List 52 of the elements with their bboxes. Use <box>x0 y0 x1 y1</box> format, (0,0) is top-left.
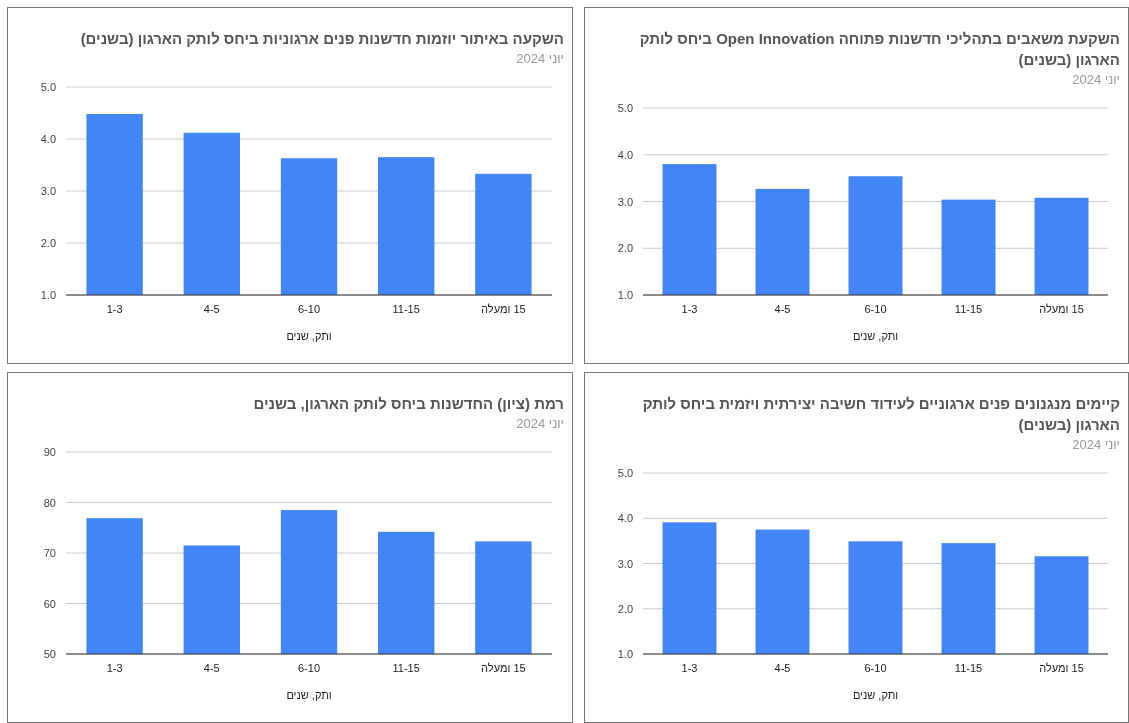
y-tick-label: 2.0 <box>617 602 633 615</box>
chart-title: השקעה באיתור יוזמות חדשנות פנים ארגוניות ביחס לותק הארגון (בשנים) <box>79 29 564 49</box>
y-tick-label: 1.0 <box>617 648 633 660</box>
x-tick-label: 15 ומעלה <box>481 303 526 315</box>
y-tick-label: 90 <box>43 446 56 458</box>
x-tick-label: 1-3 <box>681 662 698 674</box>
y-tick-label: 3.0 <box>617 557 633 570</box>
x-axis-title: ותק, שנים <box>852 689 899 701</box>
x-tick-label: 15 ומעלה <box>1039 662 1084 674</box>
chart-subtitle: יוני 2024 <box>1071 71 1120 89</box>
y-tick-label: 2.0 <box>40 237 56 249</box>
chart-title: השקעת משאבים בתהליכי חדשנות פתוחה Open Innovation ביחס לותק הארגון (בשנים) <box>638 29 1120 70</box>
x-tick-label: 11-15 <box>392 303 420 315</box>
chart-title: רמת (ציון) החדשנות ביחס לותק הארגון, בשנים <box>252 394 564 414</box>
x-tick-label: 11-15 <box>954 303 983 315</box>
x-tick-label: 6-10 <box>297 303 321 315</box>
x-tick-label: 15 ומעלה <box>481 662 526 674</box>
x-tick-label: 6-10 <box>297 662 321 674</box>
y-tick-label: 3.0 <box>617 195 633 208</box>
y-tick-label: 5.0 <box>617 467 633 479</box>
x-tick-label: 6-10 <box>864 662 887 674</box>
y-tick-label: 4.0 <box>40 133 56 145</box>
y-tick-label: 3.0 <box>40 185 56 197</box>
x-tick-label: 4-5 <box>774 303 791 315</box>
x-tick-label: 4-5 <box>203 662 220 674</box>
y-tick-label: 5.0 <box>40 81 56 93</box>
y-tick-label: 50 <box>43 648 56 660</box>
y-tick-label: 4.0 <box>617 148 633 161</box>
y-tick-label: 70 <box>43 547 56 559</box>
x-tick-label: 11-15 <box>392 662 420 674</box>
x-axis-title: ותק, שנים <box>286 689 332 701</box>
chart-subtitle: יוני 2024 <box>1071 436 1120 454</box>
x-tick-label: 1-3 <box>681 303 698 315</box>
x-tick-label: 1-3 <box>106 662 123 674</box>
chart-subtitle: יוני 2024 <box>515 50 564 68</box>
y-tick-label: 60 <box>43 597 56 610</box>
y-tick-label: 2.0 <box>617 242 633 255</box>
y-tick-label: 1.0 <box>40 289 56 301</box>
chart-subtitle: יוני 2024 <box>515 415 564 433</box>
chart-title: קיימים מנגנונים פנים ארגוניים לעידוד חשיבה יצירתית ויזמית ביחס לותק הארגון (בשנים) <box>641 394 1120 435</box>
y-tick-label: 4.0 <box>617 512 633 525</box>
x-tick-label: 4-5 <box>203 303 220 315</box>
x-tick-label: 15 ומעלה <box>1039 303 1084 315</box>
y-tick-label: 5.0 <box>617 102 633 114</box>
x-tick-label: 11-15 <box>954 662 983 674</box>
x-tick-label: 1-3 <box>106 303 123 315</box>
y-tick-label: 1.0 <box>617 289 633 301</box>
x-tick-label: 4-5 <box>774 662 791 674</box>
x-axis-title: ותק, שנים <box>852 330 899 342</box>
x-tick-label: 6-10 <box>864 303 887 315</box>
x-axis-title: ותק, שנים <box>286 330 332 342</box>
y-tick-label: 80 <box>43 496 56 509</box>
